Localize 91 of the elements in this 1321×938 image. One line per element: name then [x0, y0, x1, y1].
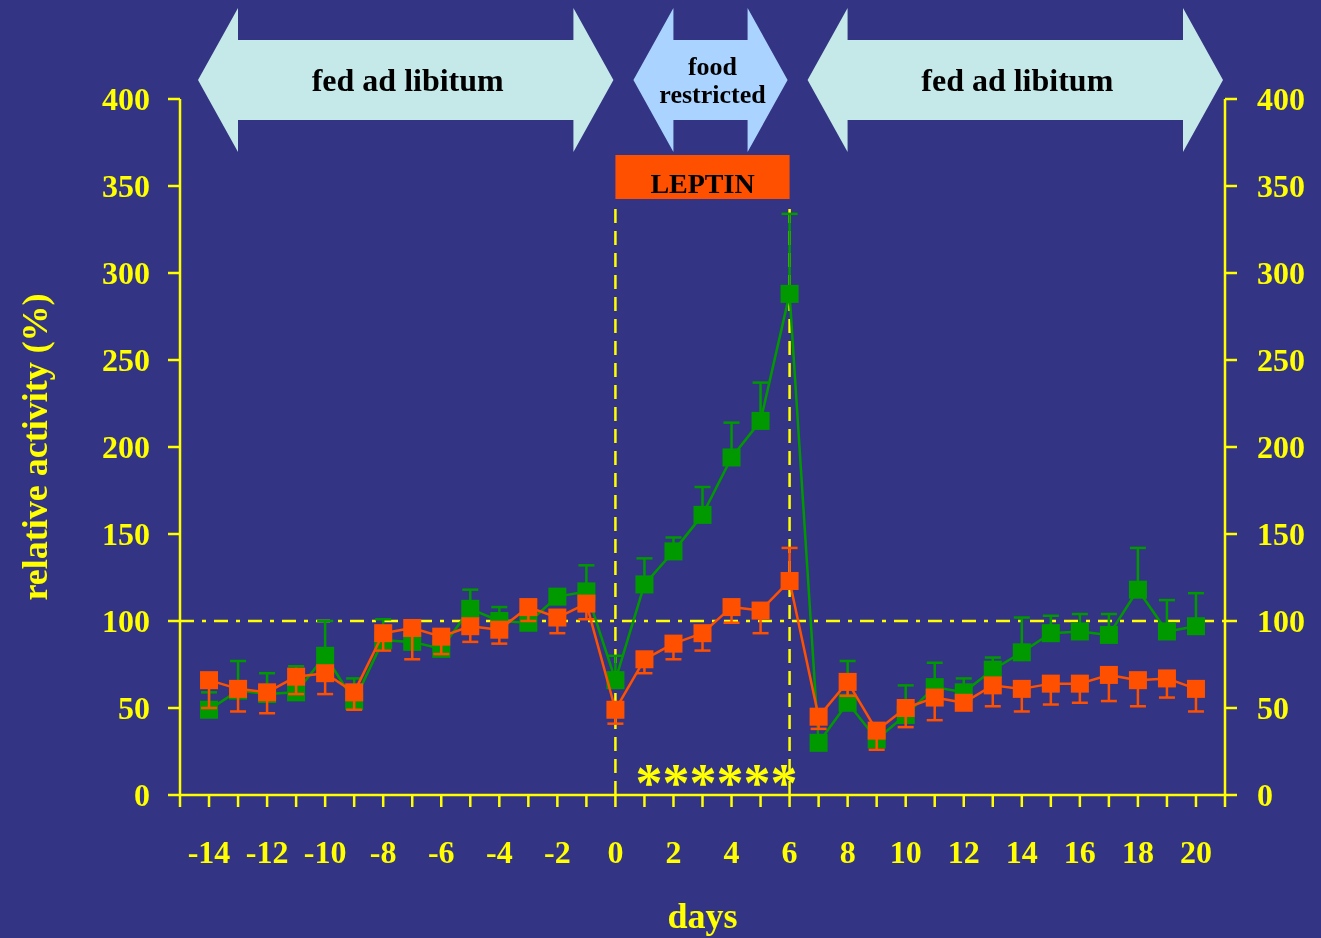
- point: [1186, 617, 1205, 636]
- x-tick-label: -10: [303, 834, 347, 870]
- point: [519, 598, 538, 617]
- y2-tick-label: 400: [1257, 81, 1305, 117]
- point: [867, 721, 886, 740]
- y2-tick-label: 50: [1257, 690, 1289, 726]
- point: [461, 617, 480, 636]
- point: [577, 594, 596, 613]
- point: [1070, 622, 1089, 641]
- x-tick-label: 20: [1179, 834, 1212, 870]
- y2-tick-label: 0: [1257, 777, 1273, 813]
- point: [722, 598, 741, 617]
- x-tick-label: 6: [781, 834, 798, 870]
- x-tick-label: 8: [839, 834, 856, 870]
- point: [548, 587, 567, 606]
- point: [780, 284, 799, 303]
- point: [1157, 669, 1176, 688]
- point: [1128, 580, 1147, 599]
- point: [838, 672, 857, 691]
- y-tick-label: 400: [102, 81, 150, 117]
- point: [635, 650, 654, 669]
- y-tick-label: 150: [102, 516, 150, 552]
- point: [548, 608, 567, 627]
- y-tick-label: 300: [102, 255, 150, 291]
- point: [490, 620, 509, 639]
- point: [751, 601, 770, 620]
- point: [1099, 625, 1118, 644]
- point: [1128, 671, 1147, 690]
- x-tick-label: 16: [1063, 834, 1096, 870]
- point: [1041, 624, 1060, 643]
- x-axis-title: days: [667, 896, 738, 936]
- y2-tick-label: 350: [1257, 168, 1305, 204]
- y-tick-label: 0: [134, 777, 150, 813]
- y-tick-label: 100: [102, 603, 150, 639]
- x-tick-label: 18: [1121, 834, 1154, 870]
- x-tick-label: 4: [723, 834, 740, 870]
- point: [606, 700, 625, 719]
- x-tick-label: 2: [665, 834, 682, 870]
- y-tick-label: 250: [102, 342, 150, 378]
- point: [1099, 665, 1118, 684]
- point: [664, 634, 683, 653]
- point: [925, 688, 944, 707]
- point: [1157, 622, 1176, 641]
- point: [1012, 679, 1031, 698]
- y-tick-label: 200: [102, 429, 150, 465]
- x-tick-label: 12: [947, 834, 980, 870]
- point: [200, 671, 219, 690]
- point: [809, 733, 828, 752]
- annotation: LEPTIN: [650, 168, 755, 199]
- annotation: ******: [635, 753, 798, 813]
- x-tick-label: -6: [427, 834, 455, 870]
- x-tick-label: 14: [1005, 834, 1038, 870]
- point: [780, 571, 799, 590]
- text: fed ad libitum: [311, 62, 505, 99]
- y2-tick-label: 250: [1257, 342, 1305, 378]
- point: [635, 575, 654, 594]
- point: [1186, 679, 1205, 698]
- y-tick-label: 350: [102, 168, 150, 204]
- y2-tick-label: 300: [1257, 255, 1305, 291]
- point: [345, 683, 364, 702]
- point: [693, 624, 712, 643]
- point: [461, 599, 480, 618]
- x-tick-label: -12: [245, 834, 289, 870]
- y-axis-title: relative activity (%): [15, 293, 55, 601]
- point: [1070, 674, 1089, 693]
- point: [287, 667, 306, 686]
- point: [316, 646, 335, 665]
- x-tick-label: -8: [369, 834, 397, 870]
- x-tick-label: -4: [485, 834, 513, 870]
- point: [1012, 643, 1031, 662]
- x-tick-label: -2: [544, 834, 571, 870]
- text: fed ad libitum: [921, 62, 1114, 99]
- point: [403, 618, 422, 637]
- x-tick-label: -14: [187, 834, 231, 870]
- y2-tick-label: 150: [1257, 516, 1305, 552]
- y2-tick-label: 100: [1257, 603, 1305, 639]
- x-tick-label: 0: [607, 834, 624, 870]
- point: [693, 505, 712, 524]
- point: [664, 542, 683, 561]
- point: [722, 448, 741, 467]
- point: [432, 627, 451, 646]
- point: [316, 664, 335, 683]
- annotation: food restricted: [659, 51, 767, 110]
- x-tick-label: 10: [889, 834, 922, 870]
- point: [954, 693, 973, 712]
- point: [983, 676, 1002, 695]
- point: [1041, 674, 1060, 693]
- point: [751, 411, 770, 430]
- y-tick-label: 50: [118, 690, 150, 726]
- y2-tick-label: 200: [1257, 429, 1305, 465]
- point: [809, 707, 828, 726]
